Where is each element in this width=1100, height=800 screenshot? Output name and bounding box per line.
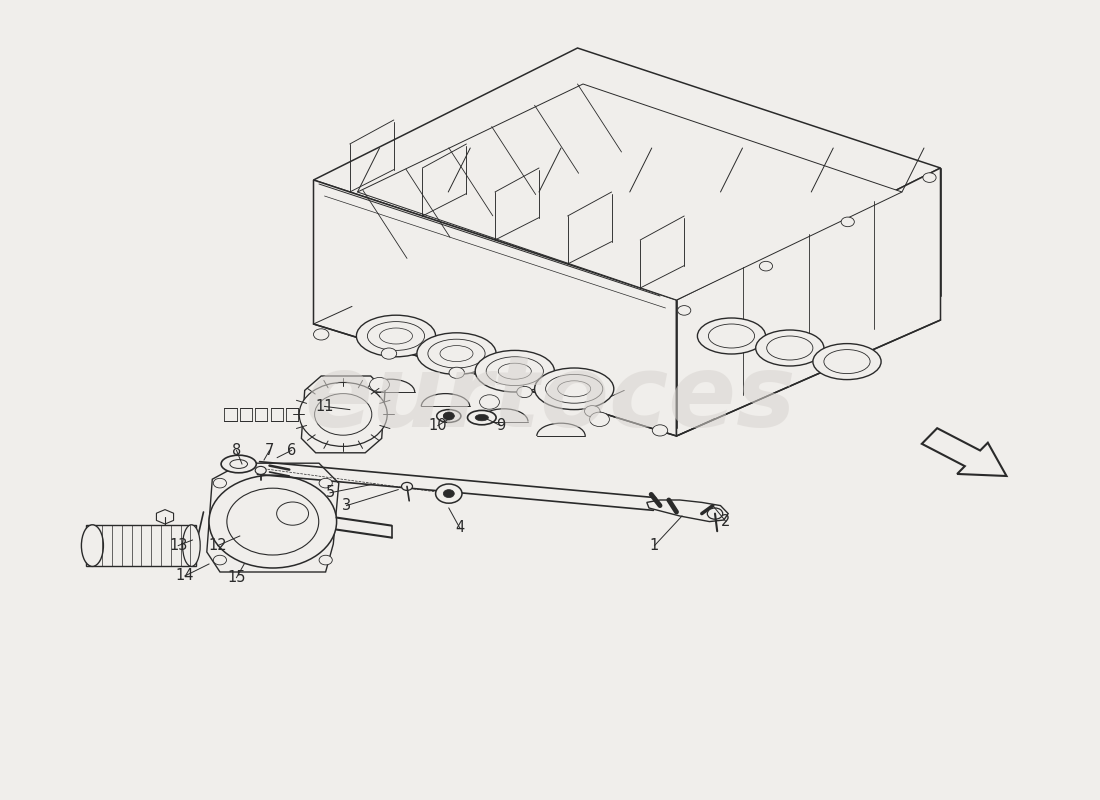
Circle shape — [678, 306, 691, 315]
Circle shape — [584, 406, 600, 417]
Circle shape — [759, 262, 772, 271]
Circle shape — [382, 348, 397, 359]
Polygon shape — [207, 463, 339, 572]
Ellipse shape — [475, 350, 554, 392]
Polygon shape — [314, 180, 676, 436]
Text: 7: 7 — [265, 443, 274, 458]
Ellipse shape — [417, 333, 496, 374]
Ellipse shape — [230, 459, 248, 468]
Circle shape — [213, 478, 227, 488]
Circle shape — [402, 482, 412, 490]
Circle shape — [517, 386, 532, 398]
Ellipse shape — [767, 336, 813, 360]
Ellipse shape — [367, 322, 425, 350]
Text: 3: 3 — [342, 498, 351, 513]
Ellipse shape — [756, 330, 824, 366]
Ellipse shape — [221, 455, 256, 473]
Polygon shape — [156, 510, 174, 524]
Ellipse shape — [443, 413, 454, 419]
Circle shape — [370, 378, 389, 392]
Circle shape — [314, 329, 329, 340]
Polygon shape — [314, 48, 941, 300]
Circle shape — [436, 484, 462, 503]
Circle shape — [480, 394, 499, 409]
Text: 5: 5 — [326, 486, 334, 500]
Text: 6: 6 — [287, 443, 296, 458]
Circle shape — [213, 555, 227, 565]
Text: 12: 12 — [209, 538, 227, 553]
Ellipse shape — [356, 315, 436, 357]
Text: 1: 1 — [650, 538, 659, 553]
Circle shape — [209, 475, 337, 568]
Text: 2: 2 — [722, 514, 730, 529]
Ellipse shape — [558, 381, 591, 397]
Circle shape — [707, 508, 723, 519]
Ellipse shape — [468, 410, 496, 425]
Ellipse shape — [535, 368, 614, 410]
Ellipse shape — [697, 318, 766, 354]
Ellipse shape — [708, 324, 755, 348]
Text: 9: 9 — [496, 418, 505, 433]
Circle shape — [255, 466, 266, 474]
Circle shape — [842, 217, 855, 226]
Text: 13: 13 — [169, 538, 187, 553]
Ellipse shape — [824, 350, 870, 374]
Polygon shape — [86, 525, 196, 566]
Ellipse shape — [486, 357, 543, 386]
Polygon shape — [676, 168, 940, 436]
Circle shape — [319, 555, 332, 565]
Circle shape — [443, 412, 454, 420]
Ellipse shape — [546, 374, 603, 403]
Circle shape — [652, 425, 668, 436]
Ellipse shape — [183, 525, 200, 566]
Ellipse shape — [813, 344, 881, 379]
Polygon shape — [301, 376, 385, 453]
Text: 4: 4 — [455, 521, 464, 535]
Polygon shape — [358, 84, 902, 300]
Circle shape — [315, 394, 372, 435]
Circle shape — [319, 478, 332, 488]
Ellipse shape — [475, 414, 488, 421]
Text: eurtoces: eurtoces — [305, 351, 795, 449]
Ellipse shape — [428, 339, 485, 368]
Ellipse shape — [437, 410, 461, 422]
Text: 14: 14 — [176, 569, 194, 583]
Circle shape — [443, 490, 454, 498]
Circle shape — [590, 412, 609, 426]
Circle shape — [449, 367, 464, 378]
Text: 11: 11 — [316, 399, 333, 414]
Circle shape — [299, 382, 387, 446]
Ellipse shape — [81, 525, 103, 566]
Ellipse shape — [440, 346, 473, 362]
Ellipse shape — [498, 363, 531, 379]
Polygon shape — [922, 428, 1006, 476]
Ellipse shape — [379, 328, 412, 344]
Text: 10: 10 — [429, 418, 447, 433]
Polygon shape — [647, 500, 728, 522]
Text: 15: 15 — [228, 570, 245, 585]
Circle shape — [227, 488, 319, 555]
Text: 8: 8 — [232, 443, 241, 458]
Circle shape — [923, 173, 936, 182]
Circle shape — [277, 502, 308, 526]
